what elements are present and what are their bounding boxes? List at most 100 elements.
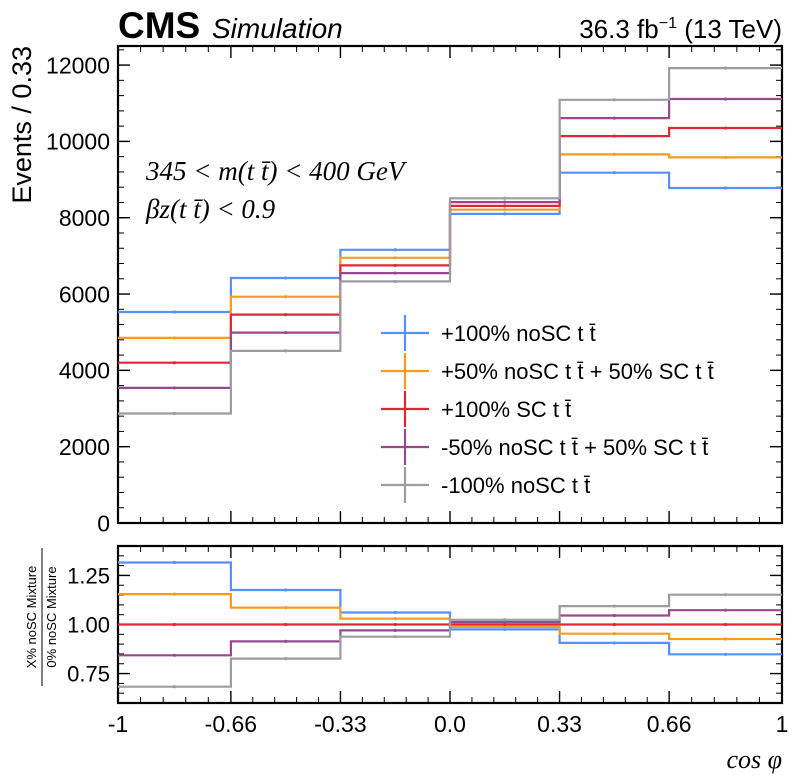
bin-marker (393, 628, 397, 632)
bin-marker (393, 248, 397, 252)
y-tick-label: 12000 (46, 52, 110, 78)
bin-marker (723, 608, 728, 612)
x-tick-label: -0.66 (205, 711, 257, 737)
bin-marker (393, 279, 397, 284)
simulation-label: Simulation (212, 13, 343, 44)
bin-marker (503, 618, 507, 622)
bin-marker (393, 271, 397, 275)
bin-marker (503, 627, 507, 632)
bin-marker (612, 641, 616, 645)
bin-marker (503, 200, 507, 204)
main-plot: 0 2000 4000 6000 8000 10000 12000 Events / 0.3… (7, 44, 784, 536)
bin-marker (393, 263, 397, 268)
y-tick-label: 0 (97, 510, 110, 536)
bin-marker (172, 560, 177, 565)
y-tick-label: 1.00 (67, 612, 110, 637)
lumi-exponent: −1 (659, 15, 677, 32)
bin-marker (284, 639, 288, 643)
ratio-y-tick-labels: 0.75 1.00 1.25 (67, 563, 110, 686)
lumi-gap (677, 14, 684, 44)
ratio-label-denominator: 0% noSC Mixture (44, 566, 59, 667)
main-series (118, 66, 782, 416)
mass-cut-label: 345 < m(t t̄) < 400 GeV (145, 156, 408, 186)
series-line (118, 561, 782, 656)
bin-marker (723, 66, 728, 70)
x-tick-label: 1 (776, 711, 789, 737)
legend-label: +50% noSC t t̄ + 50% SC t t̄ (441, 359, 714, 384)
bin-marker (284, 588, 288, 592)
ratio-label-numerator: X% noSC Mixture (24, 566, 39, 669)
ratio-plot: 0.75 1.00 1.25 -1 -0.66 -0.33 0.0 0.33 0.66 1 X%… (24, 544, 789, 774)
legend-label: -100% noSC t t̄ (441, 473, 590, 498)
bin-marker (503, 620, 507, 624)
bin-marker (612, 171, 616, 175)
y-tick-label: 2000 (59, 434, 110, 460)
y-tick-label: 4000 (59, 358, 110, 384)
bin-marker (723, 155, 728, 160)
legend-label: -50% noSC t t̄ + 50% SC t t̄ (441, 435, 708, 460)
y-tick-label: 10000 (46, 129, 110, 155)
bin-marker (393, 635, 397, 639)
bin-marker (172, 685, 177, 689)
bin-marker (284, 295, 288, 299)
bin-marker (723, 126, 728, 130)
bin-marker (172, 386, 177, 390)
beta-cut-label: βz(t t̄) < 0.9 (145, 194, 276, 224)
y-axis-label: Events / 0.33 (7, 46, 37, 204)
x-tick-label: 0.33 (537, 711, 582, 737)
bin-marker (503, 212, 507, 216)
ratio-series (118, 560, 782, 689)
bin-marker (723, 97, 728, 101)
legend: +100% noSC t t̄ +50% noSC t t̄ + 50% SC t… (381, 315, 714, 503)
lumi-label: 36.3 fb−1 (13 TeV) (579, 14, 782, 44)
bin-marker (612, 613, 616, 618)
bin-marker (284, 330, 288, 335)
bin-marker (612, 622, 616, 627)
y-tick-label: 0.75 (67, 661, 110, 686)
bin-marker (284, 606, 288, 610)
bin-marker (172, 411, 177, 416)
bin-marker (172, 622, 177, 627)
bin-marker (393, 617, 397, 621)
lumi-value: 36.3 fb (579, 14, 659, 44)
bin-marker (284, 622, 288, 627)
bin-marker (723, 652, 728, 656)
bin-marker (503, 622, 507, 627)
bin-marker (172, 310, 177, 314)
bin-marker (172, 336, 177, 340)
bin-marker (172, 592, 177, 596)
series-line (118, 67, 782, 415)
legend-label: +100% SC t t̄ (441, 397, 571, 422)
bin-marker (723, 622, 728, 627)
bin-marker (723, 637, 728, 641)
bin-marker (284, 276, 288, 280)
x-tick-label: -0.33 (314, 711, 366, 737)
bin-marker (503, 625, 507, 629)
bin-marker (503, 204, 507, 208)
x-tick-label: -1 (108, 711, 128, 737)
bin-marker (723, 186, 728, 190)
bin-marker (172, 653, 177, 657)
bin-marker (612, 152, 616, 156)
bin-marker (503, 196, 507, 200)
y-tick-label: 1.25 (67, 563, 110, 588)
y-tick-label: 8000 (59, 205, 110, 231)
bin-marker (393, 610, 397, 615)
cms-label: CMS (118, 5, 200, 46)
bin-marker (284, 313, 288, 317)
series-line (118, 593, 782, 688)
bin-marker (172, 361, 177, 365)
x-tick-label: 0.0 (434, 711, 466, 737)
bin-marker (612, 134, 616, 138)
bin-marker (284, 657, 288, 661)
y-tick-label: 6000 (59, 281, 110, 307)
bin-marker (393, 256, 397, 260)
x-tick-labels: -1 -0.66 -0.33 0.0 0.33 0.66 1 (108, 711, 789, 737)
bin-marker (723, 593, 728, 597)
energy-label: (13 TeV) (684, 14, 782, 44)
bin-marker (612, 604, 616, 608)
bin-marker (393, 622, 397, 627)
main-y-tick-labels: 0 2000 4000 6000 8000 10000 12000 (46, 52, 110, 536)
legend-label: +100% noSC t t̄ (441, 321, 596, 346)
